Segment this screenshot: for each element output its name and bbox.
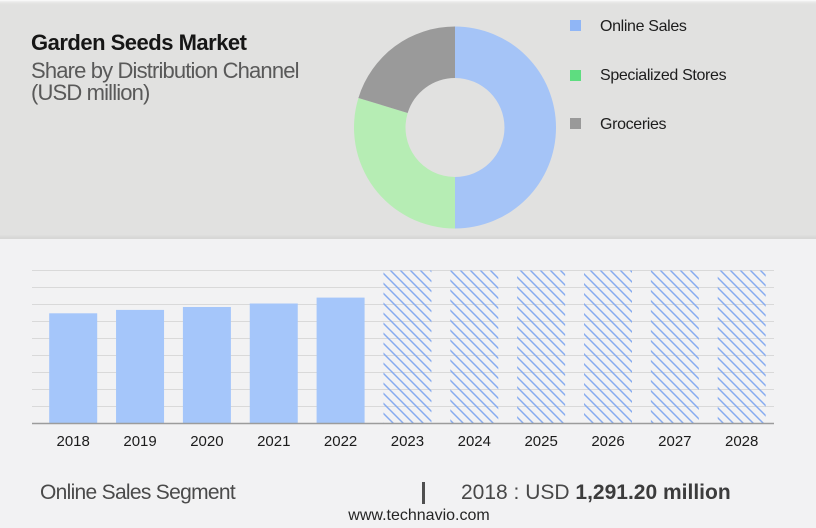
svg-text:2021: 2021 (257, 433, 290, 450)
svg-text:2018: 2018 (57, 433, 90, 450)
svg-text:2027: 2027 (658, 433, 691, 450)
svg-text:2025: 2025 (524, 433, 557, 450)
svg-text:2020: 2020 (190, 433, 223, 450)
svg-text:2028: 2028 (725, 433, 758, 450)
svg-text:2026: 2026 (591, 433, 624, 450)
svg-text:2019: 2019 (123, 433, 156, 450)
svg-text:2023: 2023 (391, 433, 424, 450)
svg-text:2022: 2022 (324, 433, 357, 450)
svg-text:2024: 2024 (458, 433, 491, 450)
